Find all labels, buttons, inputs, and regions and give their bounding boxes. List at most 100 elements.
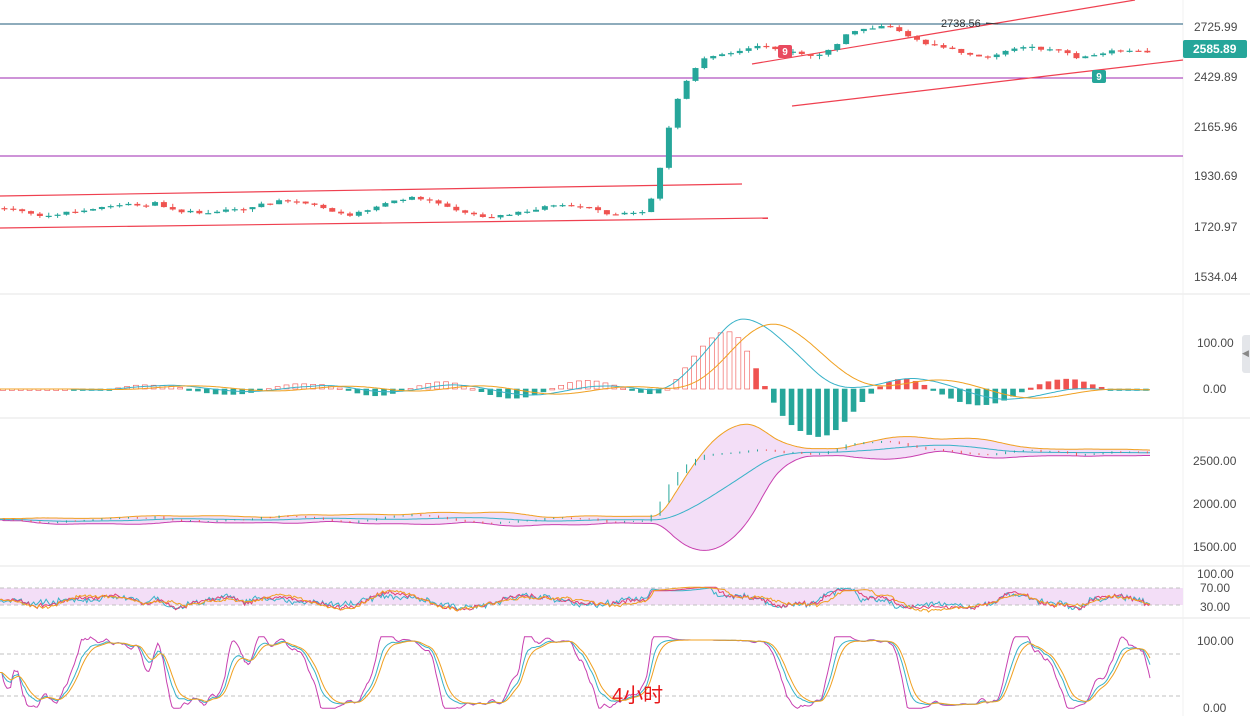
macd-line xyxy=(0,318,1151,400)
candle-body xyxy=(931,44,938,46)
bands-tick: 2500.00 xyxy=(1193,454,1237,468)
candle-body xyxy=(550,205,557,207)
rsi-panel[interactable]: 100.00 70.00 30.00 xyxy=(0,567,1234,614)
candle-body xyxy=(789,51,796,53)
upper-band xyxy=(0,423,1151,520)
candle-body xyxy=(506,214,513,216)
macd-bar xyxy=(1010,388,1016,397)
candle-body xyxy=(772,46,779,50)
bands-panel[interactable]: 2500.00 2000.00 1500.00 xyxy=(0,423,1237,554)
candle-body xyxy=(1,208,8,210)
macd-bar xyxy=(673,379,680,390)
macd-bar xyxy=(274,386,281,390)
candle-body xyxy=(515,211,522,215)
price-axis: 2725.99 2429.89 2165.96 1930.69 1720.97 … xyxy=(1194,20,1238,284)
rsi-tick: 70.00 xyxy=(1200,581,1230,595)
macd-bar xyxy=(221,388,228,395)
price-tick: 1930.69 xyxy=(1194,169,1238,183)
candle-body xyxy=(479,214,486,217)
trend-channel-right xyxy=(751,0,1184,107)
macd-bar xyxy=(859,388,866,402)
candle-body xyxy=(984,56,991,58)
macd-bar xyxy=(806,388,813,435)
candle-body xyxy=(843,34,850,45)
candle-body xyxy=(90,209,97,211)
macd-histogram xyxy=(0,331,1149,437)
candle-body xyxy=(524,211,531,213)
candle-body xyxy=(922,39,929,45)
rsi-tick: 100.00 xyxy=(1197,567,1234,581)
candle-body xyxy=(435,200,442,204)
kdj-panel[interactable]: 100.00 0.00 4小时 xyxy=(0,634,1234,715)
macd-bar xyxy=(283,384,290,390)
candle-body xyxy=(249,207,256,210)
macd-bar xyxy=(150,384,157,390)
macd-bar xyxy=(620,387,626,390)
price-panel[interactable]: 2738.56 9 9 2725.99 2429.89 2165.96 1930… xyxy=(0,0,1247,284)
candle-body xyxy=(426,199,433,201)
candle-body xyxy=(816,54,823,56)
macd-bar xyxy=(186,388,192,391)
candle-body xyxy=(896,27,903,32)
macd-bar xyxy=(584,380,591,390)
macd-bar xyxy=(744,350,751,390)
candle-body xyxy=(400,199,407,201)
macd-bar xyxy=(1019,388,1025,393)
candle-body xyxy=(967,52,974,55)
macd-panel[interactable]: 100.00 0.00 xyxy=(0,318,1234,437)
macd-bar xyxy=(230,388,237,395)
macd-bar xyxy=(921,384,928,390)
price-tick: 1720.97 xyxy=(1194,220,1238,234)
candle-body xyxy=(382,203,389,207)
macd-bar xyxy=(1054,379,1061,390)
candle-body xyxy=(993,54,1000,58)
candle-body xyxy=(391,200,398,204)
macd-bar xyxy=(1045,381,1052,390)
candle-body xyxy=(887,26,894,28)
macd-bar xyxy=(833,388,839,431)
candle-body xyxy=(497,215,504,218)
candle-body xyxy=(710,56,717,59)
candle-body xyxy=(125,203,132,206)
candle-body xyxy=(541,206,548,210)
candle-body xyxy=(453,206,460,211)
macd-bar xyxy=(1063,378,1069,390)
candle-body xyxy=(559,205,566,207)
candle-body xyxy=(54,214,61,216)
candle-body xyxy=(134,203,141,206)
candle-body xyxy=(462,210,469,213)
macd-bar xyxy=(762,386,768,390)
lower-band xyxy=(0,450,1150,551)
candle-body xyxy=(329,208,336,212)
macd-bar xyxy=(735,337,742,390)
candle-body xyxy=(45,215,52,218)
candle-body xyxy=(1100,53,1107,56)
candle-body xyxy=(408,196,415,200)
macd-bar xyxy=(877,386,883,390)
macd-bar xyxy=(850,388,857,412)
candle-body xyxy=(851,31,858,35)
candle-body xyxy=(1002,50,1009,55)
candle-body xyxy=(1020,47,1027,49)
candle-body xyxy=(187,210,194,213)
candle-body xyxy=(958,48,965,53)
macd-bar xyxy=(868,388,875,394)
candle-body xyxy=(869,28,876,30)
candle-body xyxy=(719,54,726,57)
candle-body xyxy=(665,127,672,168)
td-marker-top: 9 xyxy=(778,45,792,58)
kdj-d-line xyxy=(0,639,1151,706)
macd-bar xyxy=(797,388,804,431)
macd-bar xyxy=(779,388,786,416)
macd-bar xyxy=(726,331,733,390)
collapse-panel-handle[interactable]: ◀ xyxy=(1242,335,1250,373)
candle-body xyxy=(1055,49,1062,51)
current-price-badge: 2585.89 xyxy=(1183,40,1247,58)
candle-body xyxy=(913,36,920,40)
candle-body xyxy=(284,200,291,202)
macd-bar xyxy=(815,388,821,437)
macd-bar xyxy=(912,380,919,390)
candle-body xyxy=(1011,48,1018,51)
candle-body xyxy=(63,211,70,215)
